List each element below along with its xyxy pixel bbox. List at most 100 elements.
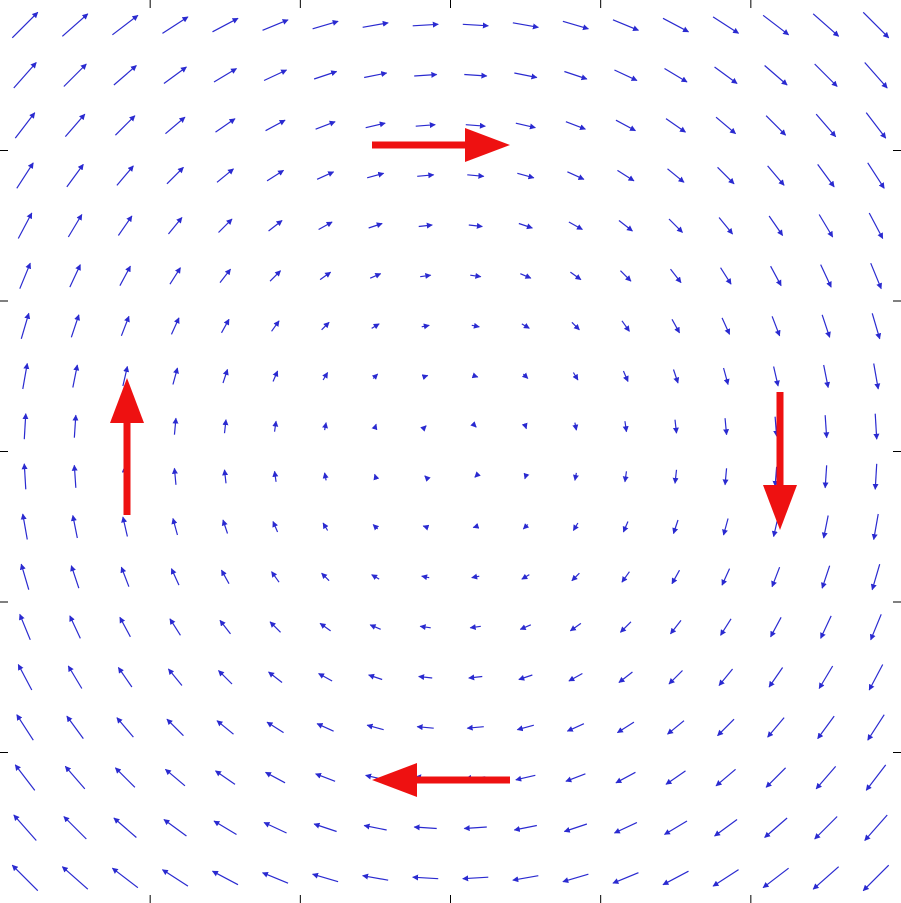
vector-arrow [814,63,838,87]
vector-arrow [64,113,86,138]
vector-arrow [672,469,679,484]
vector-arrow [17,212,33,239]
vector-arrow [868,212,884,240]
vector-arrow [20,513,28,540]
vector-arrow [268,671,283,683]
vector-arrow [768,667,784,688]
vector-arrow [416,724,434,731]
vector-arrow [518,674,533,681]
vector-arrow [222,469,229,484]
vector-arrow [862,864,890,892]
vector-arrow [514,72,538,80]
vector-arrow [512,875,539,883]
vector-arrow [414,71,438,78]
vector-arrow [670,619,682,635]
vector-arrow [269,270,281,282]
vector-arrow [572,422,579,431]
vector-arrow [723,418,730,436]
flow-annotations [110,128,797,797]
vector-arrow [215,770,236,785]
vector-arrow [668,670,683,685]
vector-arrow [569,622,582,632]
annotation-arrow-head [763,485,797,530]
vector-arrow [767,717,785,738]
vector-arrow [771,566,781,588]
vector-arrow [571,572,580,582]
vector-arrow [321,321,330,331]
vector-arrow [815,765,837,790]
vector-arrow [113,817,137,838]
vector-arrow [821,565,831,589]
vector-arrow [14,764,36,791]
vector-arrow [67,213,83,238]
vector-arrow [171,467,178,485]
vector-arrow [420,425,427,432]
vector-arrow [568,672,583,682]
vector-arrow [521,372,529,379]
vector-arrow [462,22,489,29]
vector-arrow [620,621,632,633]
vector-arrow [823,415,830,439]
vector-arrow [364,71,388,79]
vector-field [11,11,890,892]
vector-arrow [70,314,80,338]
vector-arrow [822,465,829,489]
vector-arrow [615,119,636,132]
vector-arrow [865,112,887,139]
vector-arrow [319,271,332,281]
vector-arrow [14,112,36,139]
vector-arrow [474,471,481,478]
vector-arrow [762,867,789,889]
vector-arrow [820,264,832,288]
vector-arrow [622,421,629,433]
vector-arrow [116,717,134,738]
vector-arrow [265,119,286,132]
vector-arrow [712,16,740,34]
vector-arrow [817,163,835,188]
vector-arrow [163,819,187,837]
vector-arrow [521,322,530,329]
vector-arrow [663,820,688,836]
vector-arrow [617,169,635,182]
vector-arrow [112,14,139,36]
vector-arrow [266,169,285,182]
vector-arrow [867,714,885,741]
vector-arrow [218,218,233,233]
vector-arrow [19,563,30,590]
vector-arrow [272,520,279,533]
vector-arrow [521,573,530,580]
vector-arrow [722,468,729,486]
vector-arrow [622,471,629,483]
vector-arrow [419,624,431,631]
vector-arrow [570,271,582,281]
vector-arrow [169,618,181,636]
vector-arrow [667,720,685,735]
vector-arrow [868,664,884,691]
vector-arrow [612,19,639,32]
vector-arrow [722,518,729,536]
vector-arrow [516,724,534,732]
vector-arrow [371,423,378,431]
annotation-arrow-head [110,378,144,423]
vector-arrow [817,715,835,740]
vector-arrow [114,767,136,788]
vector-arrow [513,824,537,832]
vector-arrow [69,615,81,639]
vector-arrow [22,413,29,440]
vector-arrow [121,516,128,537]
vector-arrow [715,768,736,787]
vector-arrow [66,715,84,740]
vector-arrow [621,320,630,332]
vector-arrow [565,773,586,783]
vector-arrow [522,523,530,530]
vector-arrow [812,866,840,890]
vector-arrow [263,821,287,834]
vector-arrow [823,364,831,389]
vector-arrow [362,873,389,881]
vector-arrow [468,222,483,229]
vector-arrow [265,771,286,784]
vector-arrow [621,571,630,583]
vector-arrow [871,513,879,541]
vector-arrow [615,771,636,784]
vector-arrow [717,718,735,737]
